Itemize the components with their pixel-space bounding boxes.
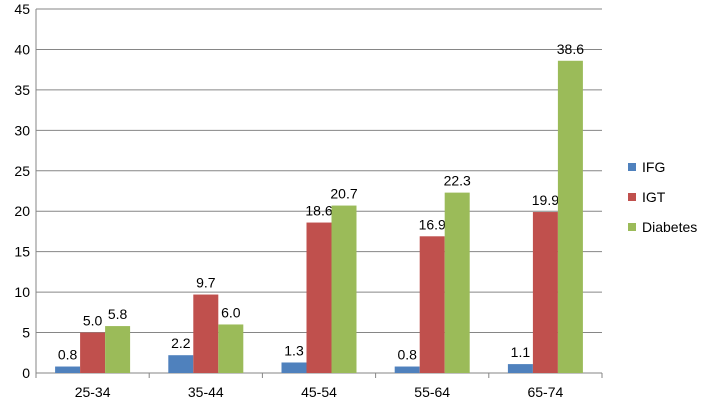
bar-diabetes-45-54 bbox=[331, 205, 357, 373]
bar-igt-55-64 bbox=[419, 236, 445, 373]
y-tick-label: 10 bbox=[14, 284, 30, 300]
x-tick-label: 25-34 bbox=[75, 384, 111, 400]
legend-swatch-ifg bbox=[628, 163, 636, 171]
y-tick-label: 15 bbox=[14, 244, 30, 260]
data-label: 16.9 bbox=[419, 216, 446, 232]
y-tick-label: 5 bbox=[22, 325, 30, 341]
legend-swatch-diabetes bbox=[628, 223, 636, 231]
data-label: 9.7 bbox=[196, 275, 216, 291]
y-tick-label: 20 bbox=[14, 203, 30, 219]
bar-ifg-25-34 bbox=[55, 366, 81, 373]
data-label: 19.9 bbox=[532, 192, 559, 208]
bar-ifg-45-54 bbox=[281, 362, 307, 373]
bar-diabetes-65-74 bbox=[557, 60, 583, 373]
x-tick-label: 35-44 bbox=[188, 384, 224, 400]
bar-igt-25-34 bbox=[80, 332, 106, 373]
data-label: 5.8 bbox=[108, 306, 128, 322]
x-tick-label: 65-74 bbox=[527, 384, 563, 400]
bar-ifg-35-44 bbox=[168, 355, 194, 373]
bar-diabetes-55-64 bbox=[444, 192, 470, 373]
x-tick-label: 45-54 bbox=[301, 384, 337, 400]
data-label: 20.7 bbox=[330, 186, 357, 202]
data-label: 2.2 bbox=[171, 335, 191, 351]
legend-swatch-igt bbox=[628, 193, 636, 201]
bar-diabetes-35-44 bbox=[218, 324, 244, 373]
legend-label-diabetes: Diabetes bbox=[642, 219, 697, 235]
data-label: 6.0 bbox=[221, 304, 241, 320]
legend-label-igt: IGT bbox=[642, 189, 666, 205]
data-label: 18.6 bbox=[305, 203, 332, 219]
y-tick-label: 35 bbox=[14, 82, 30, 98]
y-tick-label: 0 bbox=[22, 365, 30, 381]
y-tick-label: 40 bbox=[14, 41, 30, 57]
bar-diabetes-25-34 bbox=[105, 326, 131, 373]
data-label: 1.1 bbox=[511, 344, 531, 360]
bar-igt-35-44 bbox=[193, 294, 219, 373]
data-label: 38.6 bbox=[557, 41, 584, 57]
data-label: 0.8 bbox=[58, 347, 78, 363]
legend-label-ifg: IFG bbox=[642, 159, 665, 175]
bar-ifg-55-64 bbox=[394, 366, 420, 373]
y-tick-label: 30 bbox=[14, 122, 30, 138]
data-label: 0.8 bbox=[397, 347, 417, 363]
data-label: 5.0 bbox=[83, 313, 103, 329]
bar-ifg-65-74 bbox=[507, 364, 533, 373]
y-tick-label: 25 bbox=[14, 163, 30, 179]
bar-igt-65-74 bbox=[532, 212, 558, 373]
data-label: 1.3 bbox=[284, 342, 304, 358]
data-label: 22.3 bbox=[444, 173, 471, 189]
x-tick-label: 55-64 bbox=[414, 384, 450, 400]
y-tick-label: 45 bbox=[14, 1, 30, 17]
bar-igt-45-54 bbox=[306, 222, 332, 373]
